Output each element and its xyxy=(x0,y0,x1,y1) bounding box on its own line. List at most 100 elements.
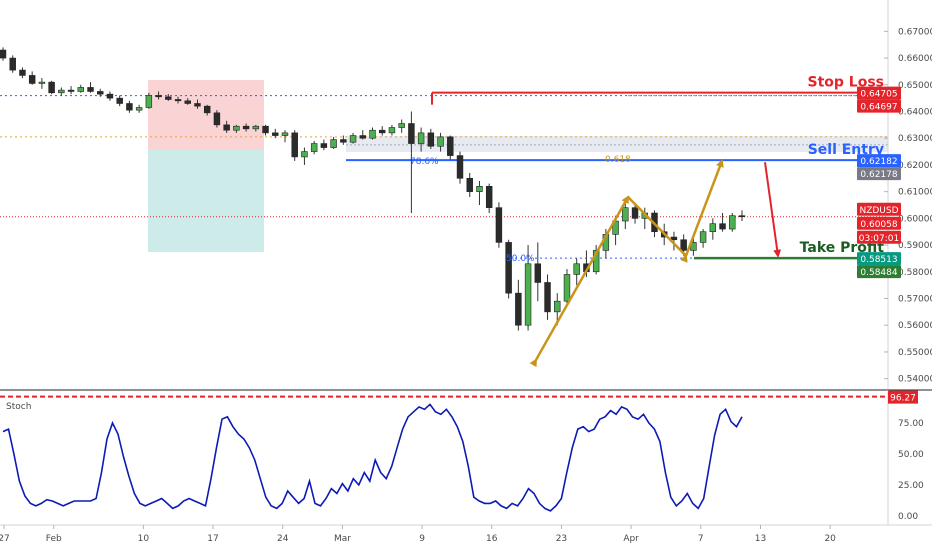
candle-body[interactable] xyxy=(699,231,707,243)
price-badge xyxy=(857,230,901,244)
candle-body[interactable] xyxy=(58,89,65,94)
candle-body[interactable] xyxy=(87,87,94,92)
candle-body[interactable] xyxy=(135,107,143,111)
impulse-up-arrow xyxy=(529,195,630,368)
candle-body[interactable] xyxy=(233,125,240,131)
price-badge-text: NZDUSD xyxy=(859,206,898,216)
time-tick-label: 23 xyxy=(556,534,567,544)
time-axis-ticks: 27 Feb 10 17 24 Mar 9 16 23 Apr 7 13 20 xyxy=(0,525,836,544)
price-badge-text: 03:07:01 xyxy=(859,234,899,244)
candle-body[interactable] xyxy=(485,186,493,208)
time-tick-label: Mar xyxy=(334,534,351,544)
candle-body[interactable] xyxy=(48,81,55,94)
candle-body[interactable] xyxy=(359,135,366,139)
price-badge-text: 0.58484 xyxy=(860,268,897,278)
candle-body[interactable] xyxy=(252,125,260,130)
candle-body[interactable] xyxy=(301,151,308,158)
candle-body[interactable] xyxy=(106,93,114,99)
candle-body[interactable] xyxy=(417,132,425,144)
price-badge xyxy=(857,252,901,266)
candle-body[interactable] xyxy=(28,75,36,84)
time-tick-label: 9 xyxy=(419,534,425,544)
stoch-tick-label: 75.00 xyxy=(898,419,924,429)
candle-body[interactable] xyxy=(272,132,279,136)
risk-zone-box[interactable] xyxy=(148,80,264,150)
stoch-tick-label: 50.00 xyxy=(898,450,924,460)
candle-body[interactable] xyxy=(369,129,376,139)
price-tick-label: 0.61000 xyxy=(898,188,932,198)
candle-body[interactable] xyxy=(544,282,551,313)
candle-body[interactable] xyxy=(281,132,289,136)
candle-body[interactable] xyxy=(155,95,162,98)
time-tick-label: 13 xyxy=(755,534,766,544)
time-tick-label: Feb xyxy=(46,534,62,544)
candle-body[interactable] xyxy=(77,87,85,92)
candle-body[interactable] xyxy=(456,155,464,179)
candle-body[interactable] xyxy=(310,143,318,152)
time-tick-label: 16 xyxy=(486,534,498,544)
candle-body[interactable] xyxy=(476,186,483,192)
candle-body[interactable] xyxy=(738,215,746,218)
candle-body[interactable] xyxy=(515,292,522,326)
candle-body[interactable] xyxy=(729,215,736,230)
time-tick-label: 24 xyxy=(277,534,289,544)
candle-body[interactable] xyxy=(340,139,347,143)
sell-entry-zone[interactable] xyxy=(346,136,888,152)
candle-body[interactable] xyxy=(116,97,123,104)
candle-body[interactable] xyxy=(184,100,191,104)
candle-body[interactable] xyxy=(203,105,211,114)
candle-body[interactable] xyxy=(563,274,571,302)
candle-body[interactable] xyxy=(631,207,639,219)
candle-body[interactable] xyxy=(534,263,542,283)
candle-body[interactable] xyxy=(19,69,26,76)
candle-body[interactable] xyxy=(38,81,46,84)
stoch-series-line[interactable] xyxy=(2,403,743,512)
candle-body[interactable] xyxy=(388,127,396,134)
candle-body[interactable] xyxy=(349,135,357,143)
candle-body[interactable] xyxy=(398,123,405,128)
candle-body[interactable] xyxy=(709,223,717,233)
candle-body[interactable] xyxy=(174,99,182,102)
candle-body[interactable] xyxy=(330,139,337,148)
price-axis-ticks: 0.54000 0.55000 0.56000 0.57000 0.58000 0.590… xyxy=(884,27,932,385)
candle-body[interactable] xyxy=(165,96,172,100)
fib-618-label: 0.618 xyxy=(605,155,631,165)
candle-body[interactable] xyxy=(194,103,201,107)
candle-body[interactable] xyxy=(495,207,503,243)
time-tick-label: 17 xyxy=(207,534,218,544)
correction-leg xyxy=(627,196,687,257)
candle-body[interactable] xyxy=(505,242,512,294)
candle-body[interactable] xyxy=(213,112,221,126)
candle-body[interactable] xyxy=(680,239,687,251)
candle-body[interactable] xyxy=(291,132,298,158)
reward-zone-box[interactable] xyxy=(148,150,264,252)
price-badge xyxy=(857,154,901,168)
candle-body[interactable] xyxy=(126,103,133,111)
candle-body[interactable] xyxy=(408,123,415,144)
candle-body[interactable] xyxy=(242,125,250,130)
candle-body[interactable] xyxy=(622,207,629,222)
fib-50-label: 50.0% xyxy=(506,254,535,264)
candle-body[interactable] xyxy=(320,143,328,148)
candle-body[interactable] xyxy=(437,136,444,147)
candle-body[interactable] xyxy=(447,136,454,156)
candle-body[interactable] xyxy=(524,263,532,326)
candle-body[interactable] xyxy=(223,124,230,131)
price-tick-label: 0.67000 xyxy=(898,27,932,37)
candle-body[interactable] xyxy=(719,223,726,230)
candle-body[interactable] xyxy=(145,95,153,108)
candle-body[interactable] xyxy=(427,132,435,147)
candle-body[interactable] xyxy=(262,125,269,134)
candle-body[interactable] xyxy=(670,236,678,241)
candle-body[interactable] xyxy=(97,91,104,95)
time-tick-label: 7 xyxy=(698,534,704,544)
candle-body[interactable] xyxy=(0,49,7,59)
candle-body[interactable] xyxy=(379,129,386,134)
candle-body[interactable] xyxy=(67,89,75,92)
candle-body[interactable] xyxy=(554,300,561,313)
stoch-line xyxy=(2,403,743,512)
candle-body[interactable] xyxy=(466,177,473,192)
candle-body[interactable] xyxy=(573,263,580,275)
candle-body[interactable] xyxy=(9,57,16,71)
